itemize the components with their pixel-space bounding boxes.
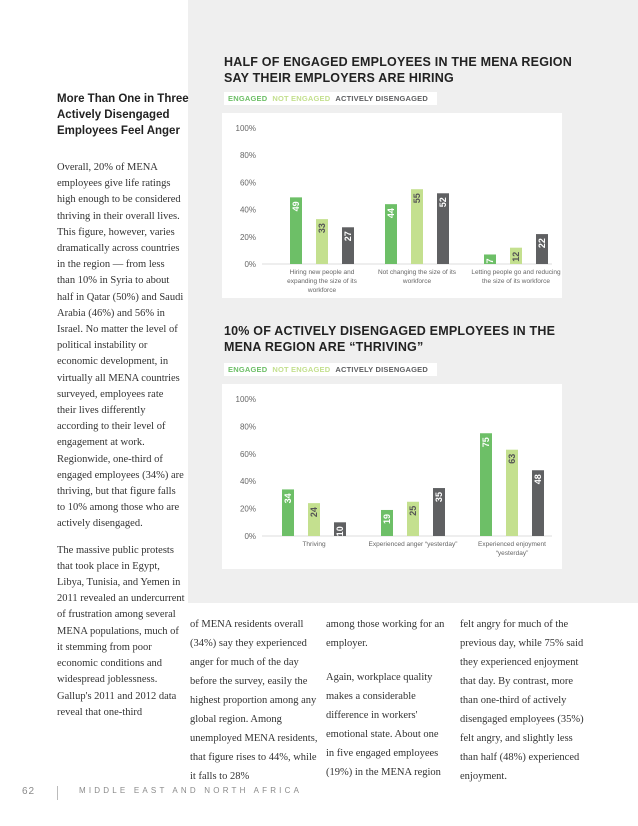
y-tick-label: 100%: [236, 395, 256, 404]
sidebar-title: More Than One in Three Actively Disengag…: [57, 93, 189, 137]
category-label: Hiring new people and expanding the size …: [287, 269, 357, 294]
chart-2-plot-area: [222, 384, 562, 569]
y-tick-label: 100%: [236, 124, 256, 133]
page-number: 62: [22, 786, 36, 797]
y-tick-label: 20%: [240, 233, 256, 242]
bar-data-label: 27: [343, 231, 353, 241]
chart-1-title: HALF OF ENGAGED EMPLOYEES IN THE MENA RE…: [224, 55, 572, 85]
y-tick-label: 60%: [240, 450, 256, 459]
footer-divider: [57, 786, 58, 800]
bar-data-label: 12: [511, 252, 521, 262]
body-paragraph: among those working for an employer.: [326, 619, 445, 649]
bar: [407, 501, 419, 536]
y-tick-label: 80%: [240, 151, 256, 160]
bar: [308, 503, 320, 536]
bar-data-label: 33: [317, 223, 327, 233]
legend-not-engaged: NOT ENGAGED: [272, 365, 331, 374]
y-tick-label: 20%: [240, 505, 256, 514]
bar: [506, 449, 518, 536]
y-tick-label: 80%: [240, 422, 256, 431]
bar-data-label: 10: [335, 526, 345, 536]
bar: [510, 247, 522, 264]
bar-data-label: 25: [408, 506, 418, 516]
category-label: Letting people go and reducing the size o…: [471, 269, 561, 285]
chart-2-title: 10% OF ACTIVELY DISENGAGED EMPLOYEES IN …: [224, 324, 556, 354]
bar-data-label: 35: [434, 492, 444, 502]
sidebar-paragraph: Overall, 20% of MENA employees give life…: [57, 162, 184, 530]
legend-actively-disengaged: ACTIVELY DISENGAGED: [335, 365, 428, 374]
bar: [385, 204, 397, 264]
category-label: Experienced enjoyment “yesterday”: [478, 541, 546, 557]
bar: [282, 489, 294, 536]
sidebar-paragraph: The massive public protests that took pl…: [57, 544, 185, 718]
bar-data-label: 7: [485, 258, 495, 263]
legend-engaged: ENGAGED: [228, 94, 268, 103]
bar-data-label: 24: [309, 507, 319, 517]
bar-data-label: 44: [386, 208, 396, 218]
legend-actively-disengaged: ACTIVELY DISENGAGED: [335, 94, 428, 103]
bar: [433, 488, 445, 536]
bar: [334, 522, 346, 536]
y-tick-label: 0%: [244, 532, 256, 541]
bar-data-label: 48: [533, 474, 543, 484]
bar-data-label: 52: [438, 197, 448, 207]
y-tick-label: 0%: [244, 260, 256, 269]
bar: [411, 189, 423, 264]
category-label: Not changing the size of its workforce: [378, 269, 457, 285]
bar: [381, 509, 393, 536]
legend-engaged: ENGAGED: [228, 365, 268, 374]
category-label: Experienced anger “yesterday”: [369, 541, 458, 548]
bar-data-label: 63: [507, 454, 517, 464]
body-column-1: of MENA residents overall (34%) say they…: [190, 619, 318, 782]
bar: [484, 254, 496, 264]
bar-data-label: 75: [481, 437, 491, 447]
bar-data-label: 22: [537, 238, 547, 248]
y-tick-label: 60%: [240, 178, 256, 187]
y-tick-label: 40%: [240, 206, 256, 215]
bar: [536, 234, 548, 264]
sidebar-body: Overall, 20% of MENA employees give life…: [57, 160, 185, 731]
bar: [480, 433, 492, 536]
chart-2-legend: ENGAGED NOT ENGAGED ACTIVELY DISENGAGED: [224, 363, 437, 376]
bar: [290, 197, 302, 264]
bar: [342, 227, 354, 264]
chart-1-legend: ENGAGED NOT ENGAGED ACTIVELY DISENGAGED: [224, 92, 437, 105]
y-tick-label: 40%: [240, 477, 256, 486]
body-paragraph: Again, workplace quality makes a conside…: [326, 672, 441, 778]
bar-data-label: 19: [382, 514, 392, 524]
bar: [316, 219, 328, 264]
bar-data-label: 49: [291, 201, 301, 211]
legend-not-engaged: NOT ENGAGED: [272, 94, 331, 103]
bar-data-label: 55: [412, 193, 422, 203]
category-label: Thriving: [302, 541, 326, 548]
bar: [437, 193, 449, 264]
section-name: MIDDLE EAST AND NORTH AFRICA: [79, 786, 303, 795]
body-column-2: among those working for an employer. Aga…: [326, 615, 446, 782]
bar-data-label: 34: [283, 493, 293, 503]
body-column-3: felt angry for much of the previous day,…: [460, 619, 584, 782]
bar: [532, 470, 544, 536]
